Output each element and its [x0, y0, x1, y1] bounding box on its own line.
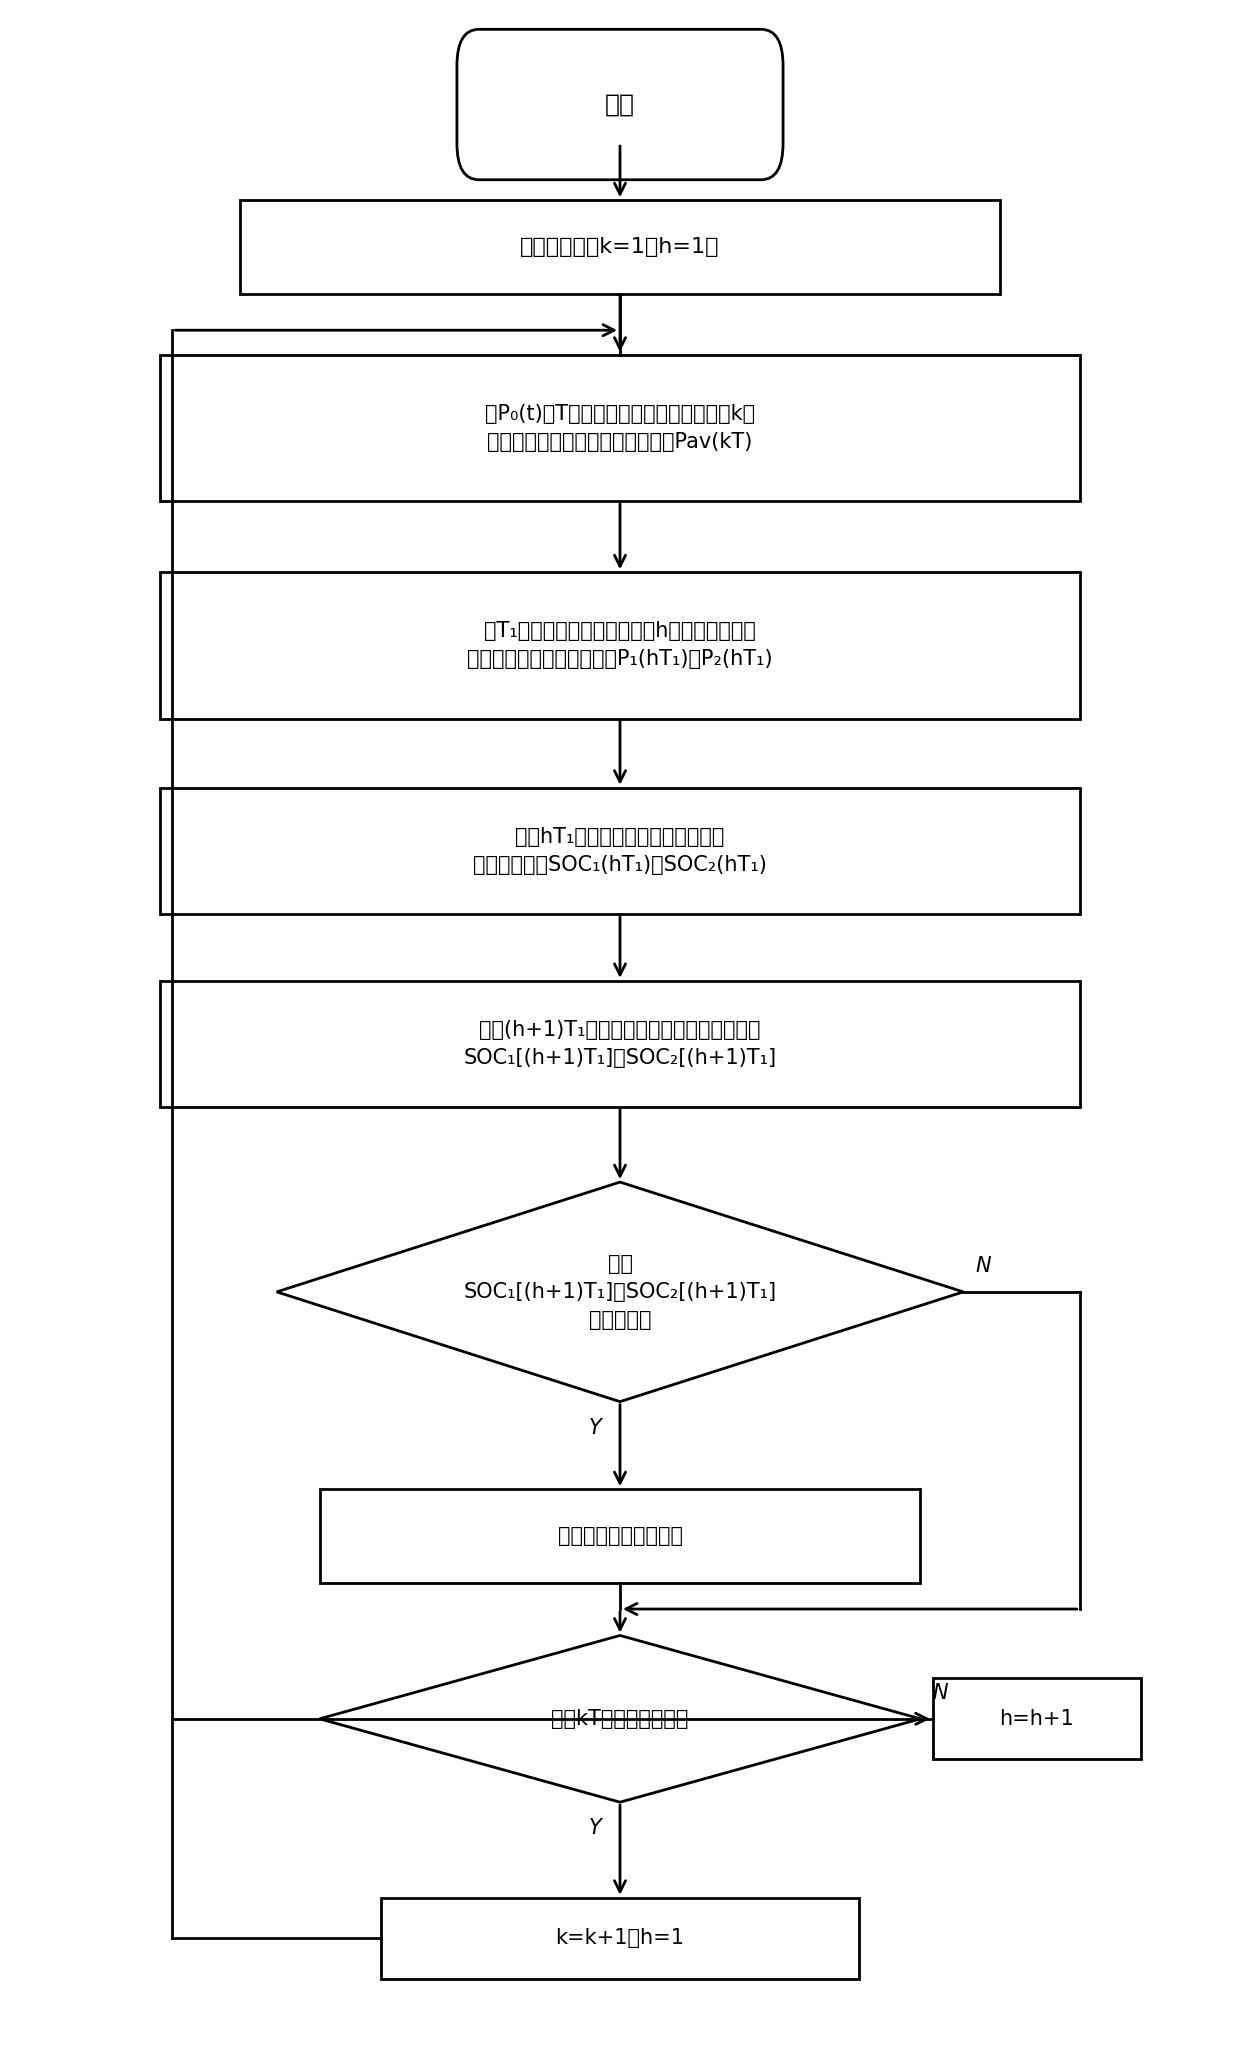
Bar [381, 1898, 859, 1979]
Bar [160, 354, 1080, 502]
Text: 以T₁为越限控制周期，计算第h个控制越限周期
的双蓄电池组的充放电功率P₁(hT₁)和P₂(hT₁): 以T₁为越限控制周期，计算第h个控制越限周期 的双蓄电池组的充放电功率P₁(hT… [467, 622, 773, 669]
Text: k=k+1，h=1: k=k+1，h=1 [556, 1928, 684, 1949]
FancyBboxPatch shape [456, 29, 784, 180]
Bar [239, 201, 1001, 293]
Text: 初始化，并设k=1，h=1；: 初始化，并设k=1，h=1； [521, 237, 719, 256]
Text: 对P₀(t)以T为控制周期分段平均，计算第k个
控制周期风储联合系统平均风功率Pav(kT): 对P₀(t)以T为控制周期分段平均，计算第k个 控制周期风储联合系统平均风功率P… [485, 403, 755, 452]
Text: 判断kT周期是否结束？: 判断kT周期是否结束？ [552, 1709, 688, 1730]
Bar [160, 573, 1080, 718]
Text: 预测(h+1)T₁周期结束时两蓄电池组荷电状态
SOC₁[(h+1)T₁]和SOC₂[(h+1)T₁]: 预测(h+1)T₁周期结束时两蓄电池组荷电状态 SOC₁[(h+1)T₁]和SO… [464, 1019, 776, 1069]
Text: 切换双电池充放电状态: 切换双电池充放电状态 [558, 1525, 682, 1545]
Polygon shape [277, 1181, 963, 1402]
Polygon shape [320, 1636, 920, 1801]
Bar [320, 1488, 920, 1582]
Bar [160, 788, 1080, 913]
Text: 计算hT₁越限控制周期结束时两蓄电
池组荷电状态SOC₁(hT₁)和SOC₂(hT₁): 计算hT₁越限控制周期结束时两蓄电 池组荷电状态SOC₁(hT₁)和SOC₂(h… [474, 827, 766, 874]
Text: 开始: 开始 [605, 92, 635, 117]
Text: N: N [932, 1683, 949, 1703]
Bar [932, 1679, 1141, 1760]
Text: N: N [976, 1255, 991, 1275]
Bar [160, 981, 1080, 1107]
Text: Y: Y [589, 1419, 601, 1437]
Text: h=h+1: h=h+1 [999, 1709, 1074, 1730]
Text: 判断
SOC₁[(h+1)T₁]和SOC₂[(h+1)T₁]
是否越限？: 判断 SOC₁[(h+1)T₁]和SOC₂[(h+1)T₁] 是否越限？ [464, 1255, 776, 1331]
Text: Y: Y [589, 1818, 601, 1838]
